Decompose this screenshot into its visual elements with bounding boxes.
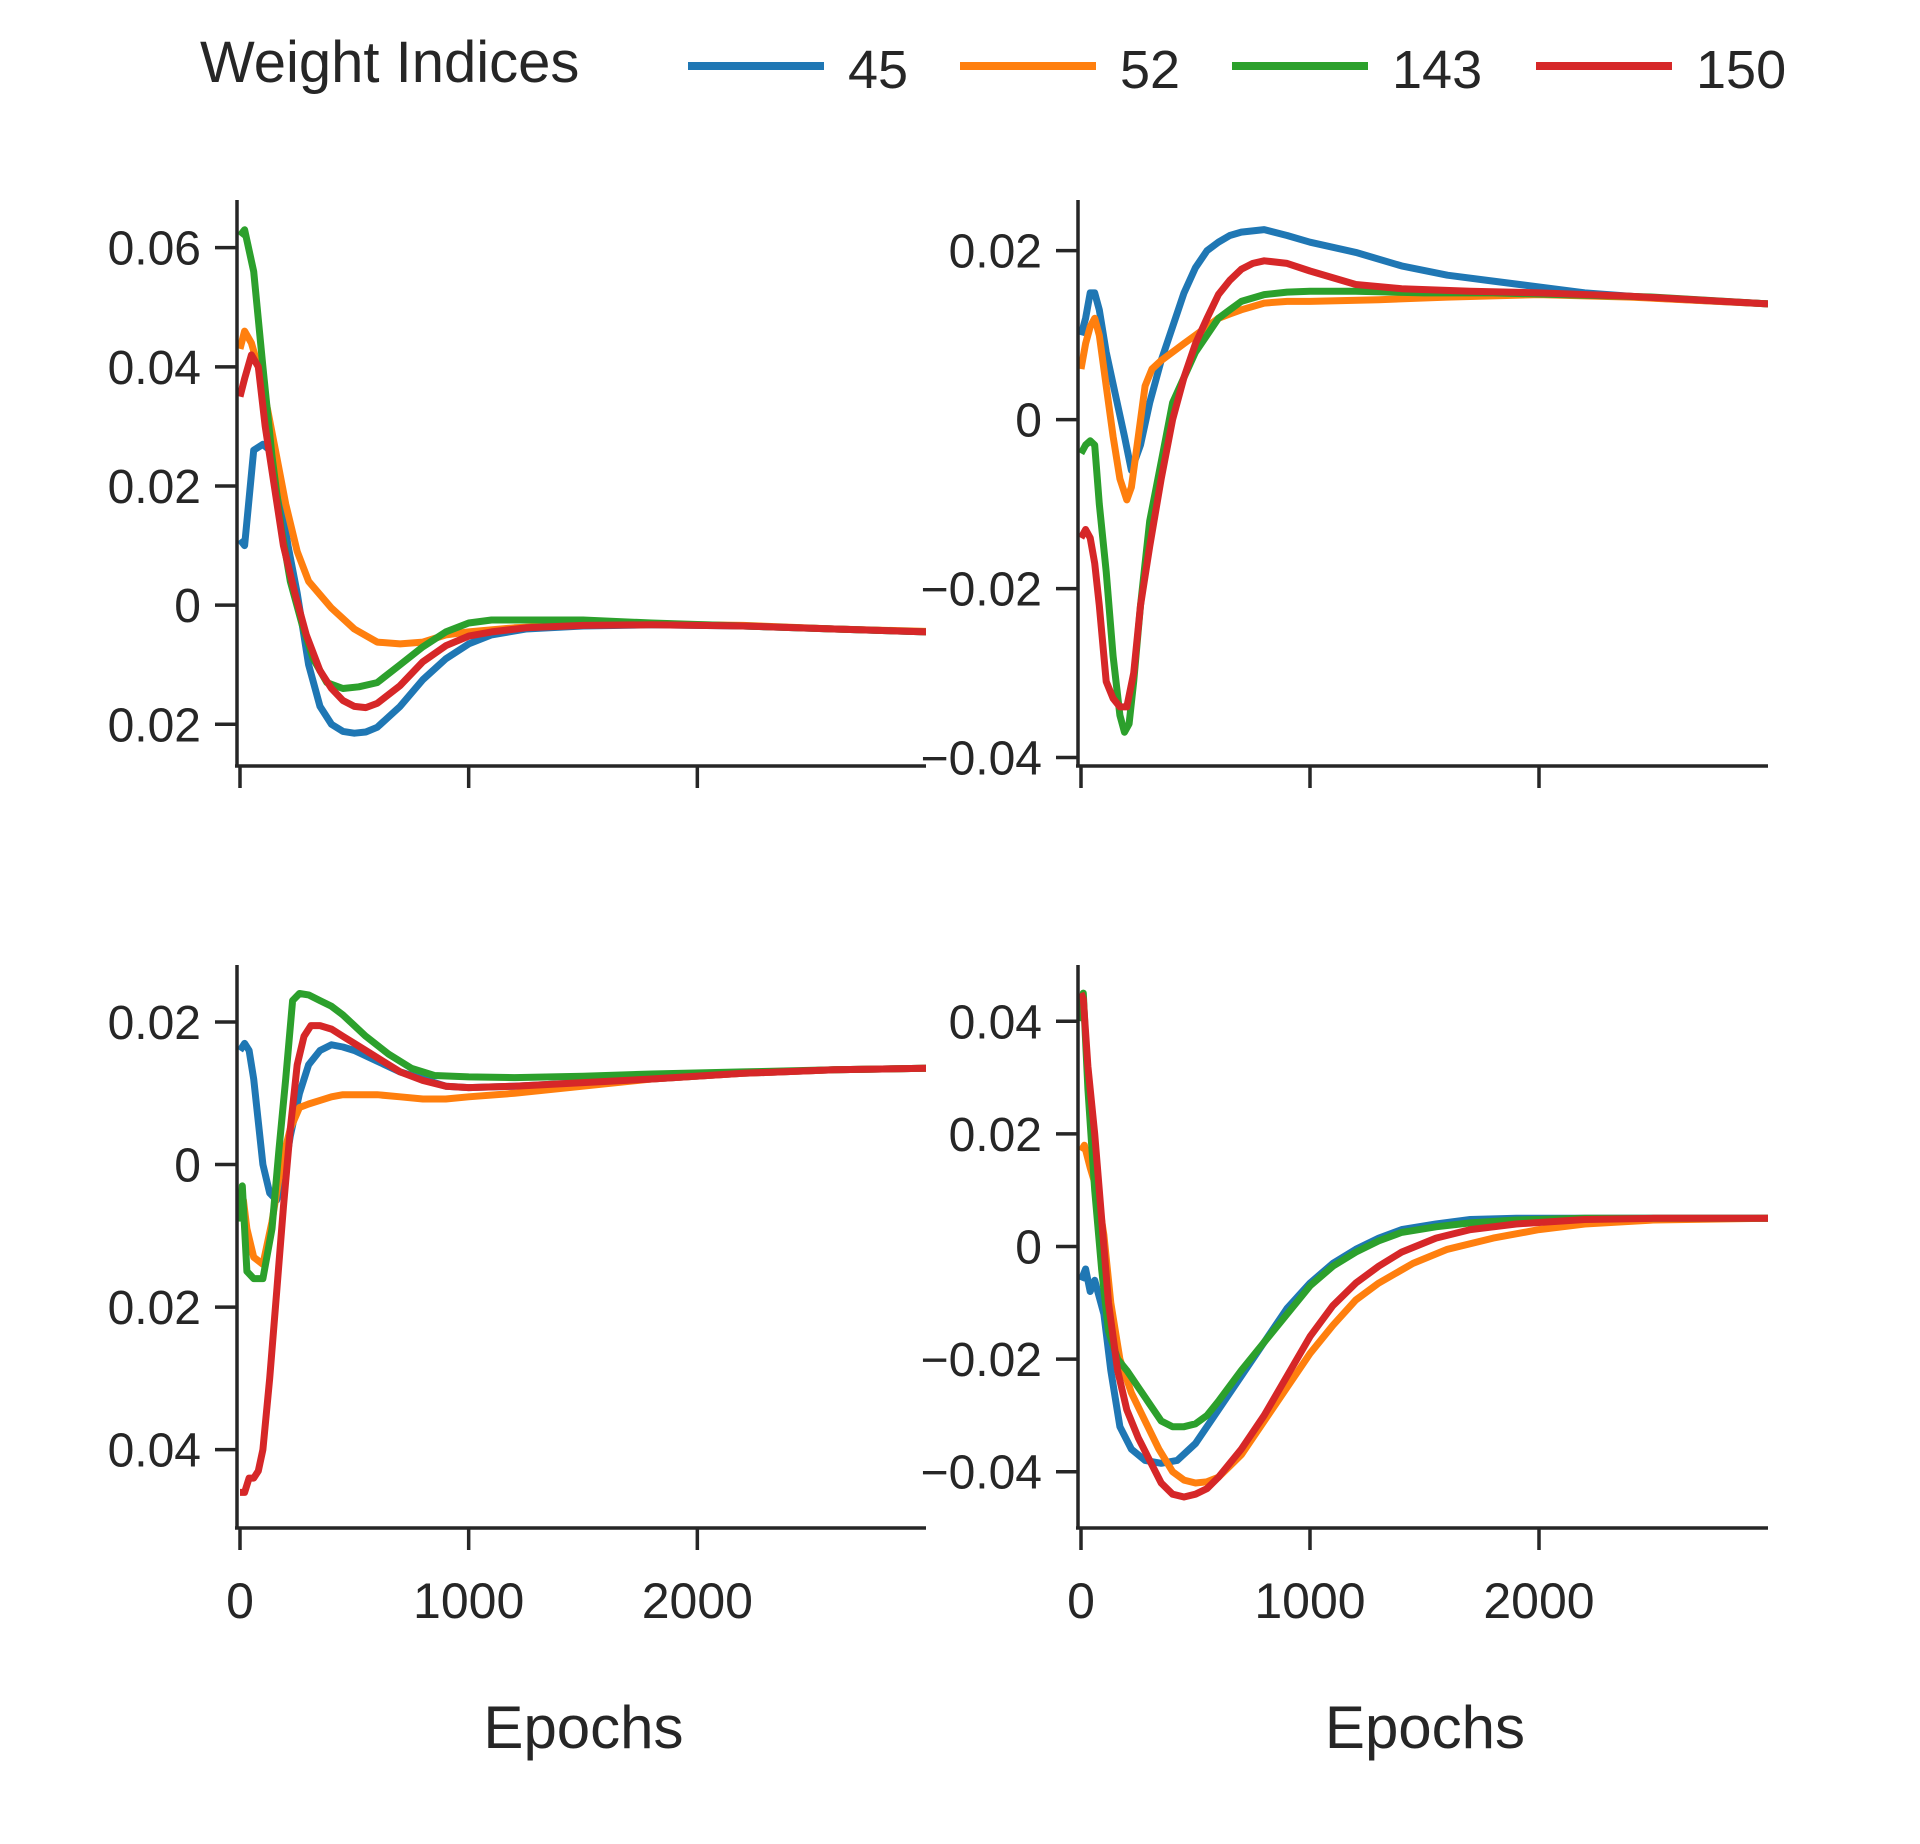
x-tick-label: 2000 bbox=[1483, 1573, 1594, 1629]
series-line-52 bbox=[237, 1064, 926, 1268]
y-tick-label: 0 bbox=[1015, 395, 1042, 448]
legend-entries: 45 52 143 150 bbox=[688, 40, 1786, 100]
legend-title: Weight Indices bbox=[200, 30, 579, 95]
y-tick-label: 0.04 bbox=[949, 996, 1042, 1049]
series-line-150 bbox=[237, 351, 926, 712]
series-line-150 bbox=[1078, 257, 1768, 711]
y-tick-label: 0 bbox=[174, 1140, 201, 1193]
legend-label-150: 150 bbox=[1696, 40, 1786, 100]
x-tick-label: 2000 bbox=[642, 1573, 753, 1629]
y-tick-label: 0.04 bbox=[108, 1425, 201, 1478]
x-tick-label: 0 bbox=[226, 1573, 254, 1629]
y-tick-label: −0.04 bbox=[921, 733, 1042, 786]
series-group bbox=[237, 226, 926, 737]
series-line-143 bbox=[237, 990, 926, 1283]
x-axis-label: Epochs bbox=[1325, 1694, 1525, 1761]
y-tick-label: −0.02 bbox=[921, 1334, 1042, 1387]
y-tick-label: −0.02 bbox=[921, 564, 1042, 617]
panels: 0.060.040.0200.020.020−0.02−0.040.0200.0… bbox=[108, 200, 1768, 1761]
y-tick-label: 0.02 bbox=[108, 699, 201, 752]
x-tick-label: 0 bbox=[1067, 1573, 1095, 1629]
panel-bottom-left: 0.02 0 0.02 0.04 0 1000 2000 Epochs bbox=[108, 965, 926, 1761]
series-group bbox=[1078, 989, 1768, 1501]
legend-label-45: 45 bbox=[848, 40, 908, 100]
x-axis-label: Epochs bbox=[483, 1694, 683, 1761]
legend-label-143: 143 bbox=[1392, 40, 1482, 100]
series-line-143 bbox=[1078, 287, 1768, 736]
x-tick-label: 1000 bbox=[413, 1573, 524, 1629]
series-line-52 bbox=[237, 327, 926, 648]
y-tick-label: 0 bbox=[1015, 1222, 1042, 1275]
y-tick-label: 0.02 bbox=[108, 997, 201, 1050]
y-tick-label: 0 bbox=[174, 580, 201, 633]
series-group bbox=[1078, 226, 1768, 736]
y-tick-label: 0.02 bbox=[108, 461, 201, 514]
y-tick-label: 0.02 bbox=[949, 1109, 1042, 1162]
y-tick-label: 0.02 bbox=[108, 1282, 201, 1335]
panel-top-left: 0.06 0.04 0.02 0 0.02 bbox=[108, 200, 926, 788]
y-tick-label: 0.06 bbox=[108, 223, 201, 276]
panel-bottom-right: 0.04 0.02 0 −0.02 −0.04 0 1000 2000 Epochs bbox=[921, 965, 1768, 1761]
legend: Weight Indices 45 52 143 150 bbox=[200, 30, 1786, 100]
series-line-52 bbox=[1078, 291, 1768, 504]
series-group bbox=[237, 990, 926, 1496]
y-tick-label: 0.02 bbox=[949, 226, 1042, 279]
y-tick-label: 0.04 bbox=[108, 342, 201, 395]
series-line-45 bbox=[1078, 226, 1768, 474]
series-line-52 bbox=[1078, 1141, 1768, 1487]
y-tick-label: −0.04 bbox=[921, 1447, 1042, 1500]
series-line-150 bbox=[1078, 991, 1768, 1501]
series-line-143 bbox=[1078, 989, 1768, 1431]
series-line-150 bbox=[240, 1022, 926, 1496]
legend-label-52: 52 bbox=[1120, 40, 1180, 100]
panel-top-right: 0.02 0 −0.02 −0.04 bbox=[921, 200, 1768, 788]
x-tick-label: 1000 bbox=[1254, 1573, 1365, 1629]
